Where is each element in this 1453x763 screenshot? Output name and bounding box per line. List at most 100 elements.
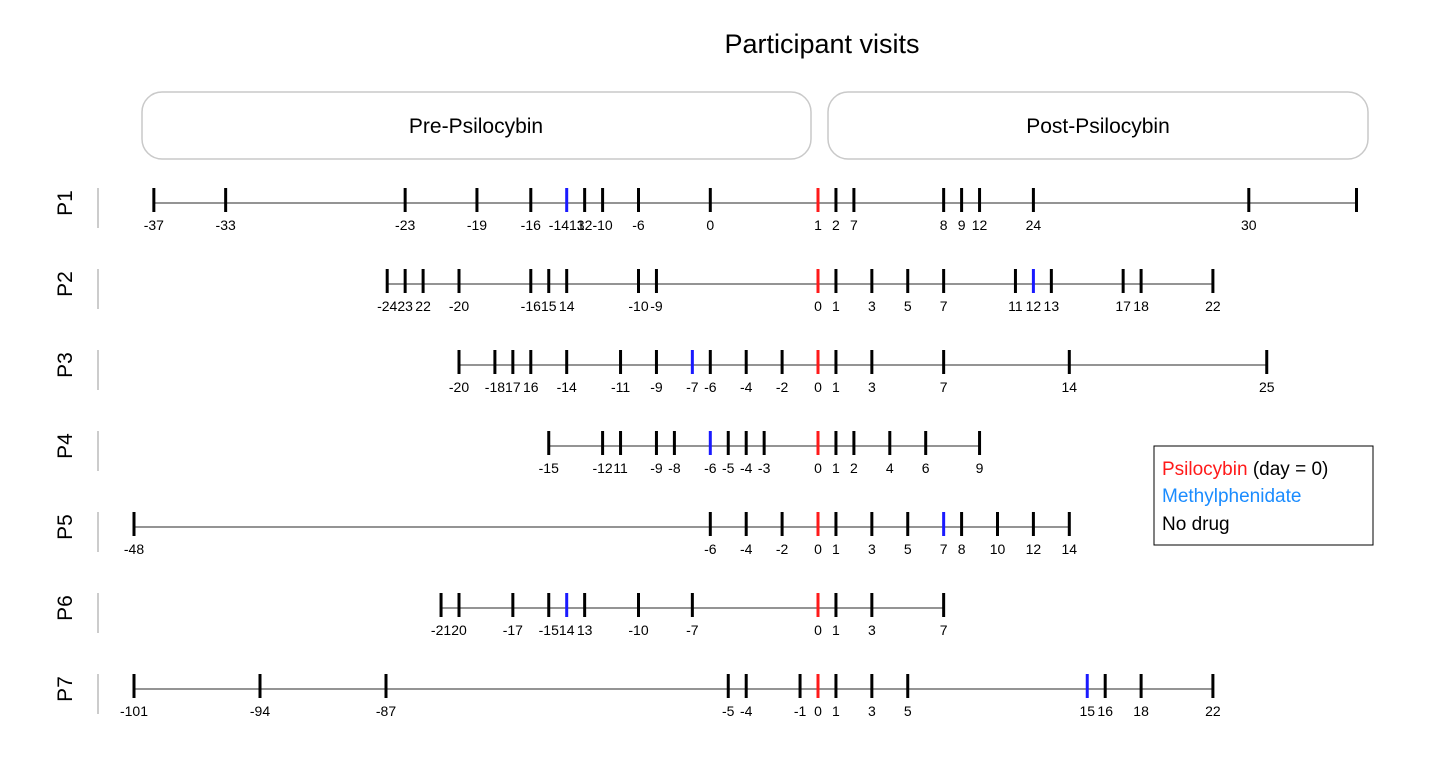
tick-label: -6 <box>632 217 645 233</box>
tick-label: 7 <box>940 541 948 557</box>
participant-row-p7: P7-101 -94 -87 -5 -4 -1 0 1 3 5 15 16 18 22 <box>54 674 1221 719</box>
tick-label: -12 <box>592 460 612 476</box>
pre-psilocybin-box <box>141 91 812 160</box>
tick-label: 18 <box>1133 298 1149 314</box>
tick-label: 16 <box>523 379 539 395</box>
tick-label: -16 <box>521 217 541 233</box>
participant-row-p2: P2-24 23 22 -20 -16 15 14 -10 -9 0 1 3 5 7 11 12 13 17 18 2… <box>54 269 1221 314</box>
tick-label: 17 <box>1115 298 1131 314</box>
tick-label: 0 <box>814 622 822 638</box>
tick-label: 3 <box>868 703 876 719</box>
tick-label: -15 <box>539 622 559 638</box>
tick-label: -19 <box>467 217 487 233</box>
tick-label: -4 <box>740 541 753 557</box>
tick-label: 11 <box>1008 298 1023 314</box>
tick-label: -21 <box>431 622 451 638</box>
tick-label: 5 <box>904 541 912 557</box>
tick-label: 4 <box>886 460 894 476</box>
tick-label: 23 <box>397 298 413 314</box>
tick-label: -1413 <box>549 217 585 233</box>
tick-label: 22 <box>1205 703 1221 719</box>
tick-label: 3 <box>868 541 876 557</box>
tick-label: -9 <box>650 298 663 314</box>
tick-label: 7 <box>940 622 948 638</box>
tick-label: -18 <box>485 379 505 395</box>
tick-label: -37 <box>144 217 164 233</box>
tick-label: 0 <box>814 460 822 476</box>
tick-label: 10 <box>990 541 1006 557</box>
legend-psilocybin: Psilocybin (day = 0) <box>1162 459 1328 480</box>
tick-label: 16 <box>1097 703 1113 719</box>
tick-label: 15 <box>541 298 557 314</box>
row-label: P3 <box>54 352 77 378</box>
tick-label: -15 <box>539 460 559 476</box>
tick-label: -3 <box>758 460 771 476</box>
tick-label: 1 <box>832 703 840 719</box>
tick-label: 7 <box>940 298 948 314</box>
row-label: P4 <box>54 433 77 459</box>
tick-label: 2 <box>832 217 840 233</box>
tick-label: 18 <box>1133 703 1149 719</box>
legend-methylphenidate: Methylphenidate <box>1162 486 1301 507</box>
tick-label: 12 <box>1026 298 1042 314</box>
tick-label: 1 <box>832 622 840 638</box>
tick-label: -11 <box>611 379 630 395</box>
tick-label: 11 <box>613 460 628 476</box>
tick-label: 3 <box>868 298 876 314</box>
tick-label: 30 <box>1241 217 1257 233</box>
legend-psilocybin-suffix: (day = 0) <box>1248 459 1329 480</box>
post-psilocybin-box <box>827 91 1369 160</box>
tick-label: 3 <box>868 379 876 395</box>
tick-label: 12 <box>577 217 593 233</box>
tick-label: -5 <box>722 460 735 476</box>
tick-label: 2 <box>850 460 858 476</box>
tick-label: -23 <box>395 217 415 233</box>
tick-label: -6 <box>704 379 717 395</box>
tick-label: -33 <box>216 217 236 233</box>
tick-label: -2 <box>776 379 789 395</box>
tick-label: 0 <box>814 379 822 395</box>
tick-label: -14 <box>557 379 577 395</box>
tick-label: 9 <box>976 460 984 476</box>
tick-label: -101 <box>120 703 148 719</box>
tick-label: 1 <box>832 460 840 476</box>
participant-row-p6: P6-21 20 -17 -15 14 13 -10 -7 0 1 3 7 <box>54 593 948 638</box>
tick-label: -9 <box>650 460 663 476</box>
participant-row-p5: P5 -48 -6 -4 -2 0 1 3 5 7 8 10 12 14 <box>54 512 1077 557</box>
tick-label: 20 <box>451 622 467 638</box>
tick-label: -48 <box>124 541 144 557</box>
tick-label: 5 <box>904 298 912 314</box>
tick-label: -6 <box>704 541 717 557</box>
legend-no-drug: No drug <box>1162 514 1230 535</box>
row-label: P5 <box>54 514 77 540</box>
tick-label: -2 <box>776 541 789 557</box>
tick-label: -6 <box>704 460 717 476</box>
tick-label: -1 <box>794 703 807 719</box>
participant-row-p4: P4 -15 -12 11 -9 -8 -6 -5 -4 -3 0 1 2 4 6 9 <box>54 431 984 476</box>
tick-label: 14 <box>1062 541 1078 557</box>
legend: Psilocybin (day = 0) Methylphenidate No … <box>1153 445 1374 546</box>
tick-label: 13 <box>1044 298 1060 314</box>
tick-label: -16 <box>521 298 541 314</box>
tick-label: -5 <box>722 703 735 719</box>
tick-label: 1 <box>832 379 840 395</box>
tick-label: 22 <box>1205 298 1221 314</box>
tick-label: 1 <box>814 217 822 233</box>
tick-label: 22 <box>415 298 431 314</box>
tick-label: 6 <box>922 460 930 476</box>
row-label: P6 <box>54 595 77 621</box>
post-psilocybin-label: Post-Psilocybin <box>1026 115 1170 138</box>
tick-label: -10 <box>628 622 648 638</box>
tick-label: 14 <box>559 622 575 638</box>
tick-label: 1 <box>832 298 840 314</box>
chart-title: Participant visits <box>724 29 919 59</box>
pre-psilocybin-label: Pre-Psilocybin <box>409 115 543 138</box>
tick-label: 13 <box>577 622 593 638</box>
tick-label: -9 <box>650 379 663 395</box>
tick-label: -17 <box>503 622 523 638</box>
tick-label: 12 <box>1026 541 1042 557</box>
tick-label: -20 <box>449 298 469 314</box>
tick-label: -10 <box>628 298 648 314</box>
